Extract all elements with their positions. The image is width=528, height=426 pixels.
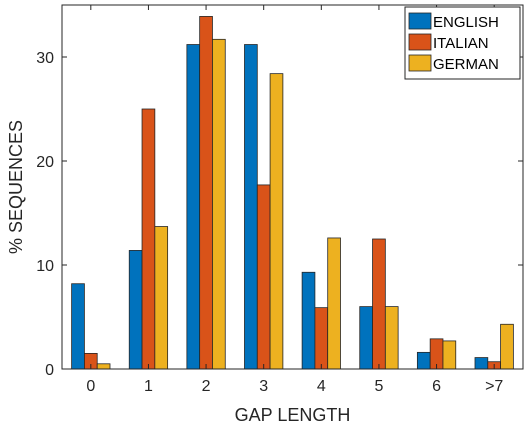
bar-italian-1	[141, 108, 156, 370]
bars-layer	[71, 16, 514, 370]
bar-german-2	[212, 38, 226, 370]
bar-italian-3	[256, 184, 271, 370]
bar-english-4	[301, 271, 316, 370]
bar-german-0	[96, 363, 111, 370]
bar-italian-4	[314, 307, 329, 370]
bar-english-7	[474, 357, 489, 370]
x-tick-label: 2	[202, 378, 211, 395]
x-tick-label: 5	[374, 378, 383, 395]
bar-english-0	[71, 283, 85, 370]
bar-english-3	[244, 44, 258, 370]
legend-swatch-italian	[408, 33, 432, 51]
bar-english-1	[128, 250, 143, 370]
legend-swatch-german	[408, 54, 432, 72]
y-tick-label: 10	[36, 258, 54, 275]
x-tick-label: 3	[259, 378, 268, 395]
legend-label-english: ENGLISH	[433, 14, 499, 31]
bar-german-3	[269, 73, 284, 370]
plot-frame	[61, 4, 524, 370]
y-axis-title: % SEQUENCES	[6, 120, 26, 254]
y-tick-label: 30	[36, 50, 54, 67]
legend-swatch-english	[408, 12, 432, 30]
bar-german-5	[384, 306, 399, 370]
bar-german-7	[500, 323, 514, 370]
x-tick-label: 6	[432, 378, 441, 395]
legend-label-german: GERMAN	[433, 56, 499, 73]
bar-italian-2	[199, 16, 213, 370]
bar-english-2	[186, 44, 201, 370]
bar-german-4	[327, 237, 341, 370]
x-tick-label: >7	[485, 378, 503, 395]
x-tick-label: 4	[317, 378, 326, 395]
bar-german-6	[442, 340, 457, 370]
x-axis-title: GAP LENGTH	[235, 405, 351, 425]
bar-italian-5	[372, 238, 386, 370]
y-tick-label: 20	[36, 154, 54, 171]
x-tick-label: 0	[86, 378, 95, 395]
legend-label-italian: ITALIAN	[433, 35, 489, 52]
y-axis-ticks: 0 10 20 30	[36, 50, 523, 379]
bar-english-5	[359, 306, 373, 370]
bar-english-6	[416, 351, 431, 370]
x-axis-ticks: 0 1 2 3 4 5 6 >7	[86, 5, 503, 395]
bar-german-1	[154, 226, 169, 370]
legend: ENGLISH ITALIAN GERMAN	[404, 6, 521, 80]
x-tick-label: 1	[144, 378, 153, 395]
y-tick-label: 0	[45, 362, 54, 379]
